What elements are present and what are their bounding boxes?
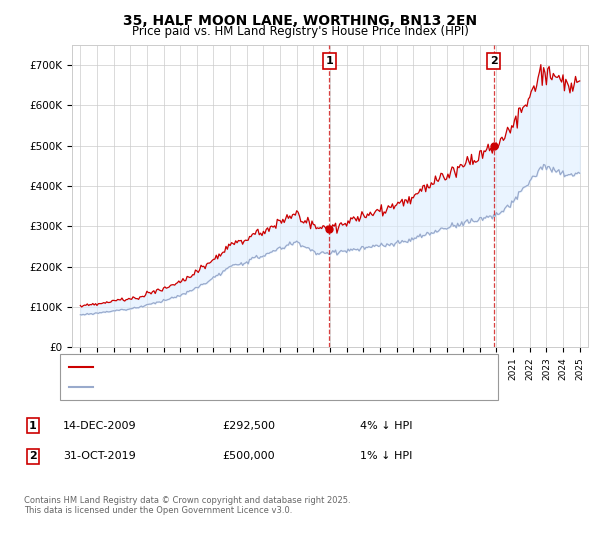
Text: 14-DEC-2009: 14-DEC-2009	[63, 421, 137, 431]
Text: 1: 1	[29, 421, 37, 431]
Text: 35, HALF MOON LANE, WORTHING, BN13 2EN: 35, HALF MOON LANE, WORTHING, BN13 2EN	[123, 14, 477, 28]
Text: 35, HALF MOON LANE, WORTHING, BN13 2EN (detached house): 35, HALF MOON LANE, WORTHING, BN13 2EN (…	[98, 362, 410, 372]
Text: £500,000: £500,000	[222, 451, 275, 461]
Text: 1: 1	[325, 56, 333, 66]
Text: Price paid vs. HM Land Registry's House Price Index (HPI): Price paid vs. HM Land Registry's House …	[131, 25, 469, 38]
Text: £292,500: £292,500	[222, 421, 275, 431]
Text: HPI: Average price, detached house, Worthing: HPI: Average price, detached house, Wort…	[98, 382, 323, 393]
Text: 4% ↓ HPI: 4% ↓ HPI	[360, 421, 413, 431]
Text: 2: 2	[490, 56, 497, 66]
Text: 31-OCT-2019: 31-OCT-2019	[63, 451, 136, 461]
Text: Contains HM Land Registry data © Crown copyright and database right 2025.
This d: Contains HM Land Registry data © Crown c…	[24, 496, 350, 515]
Text: 2: 2	[29, 451, 37, 461]
Text: 1% ↓ HPI: 1% ↓ HPI	[360, 451, 412, 461]
